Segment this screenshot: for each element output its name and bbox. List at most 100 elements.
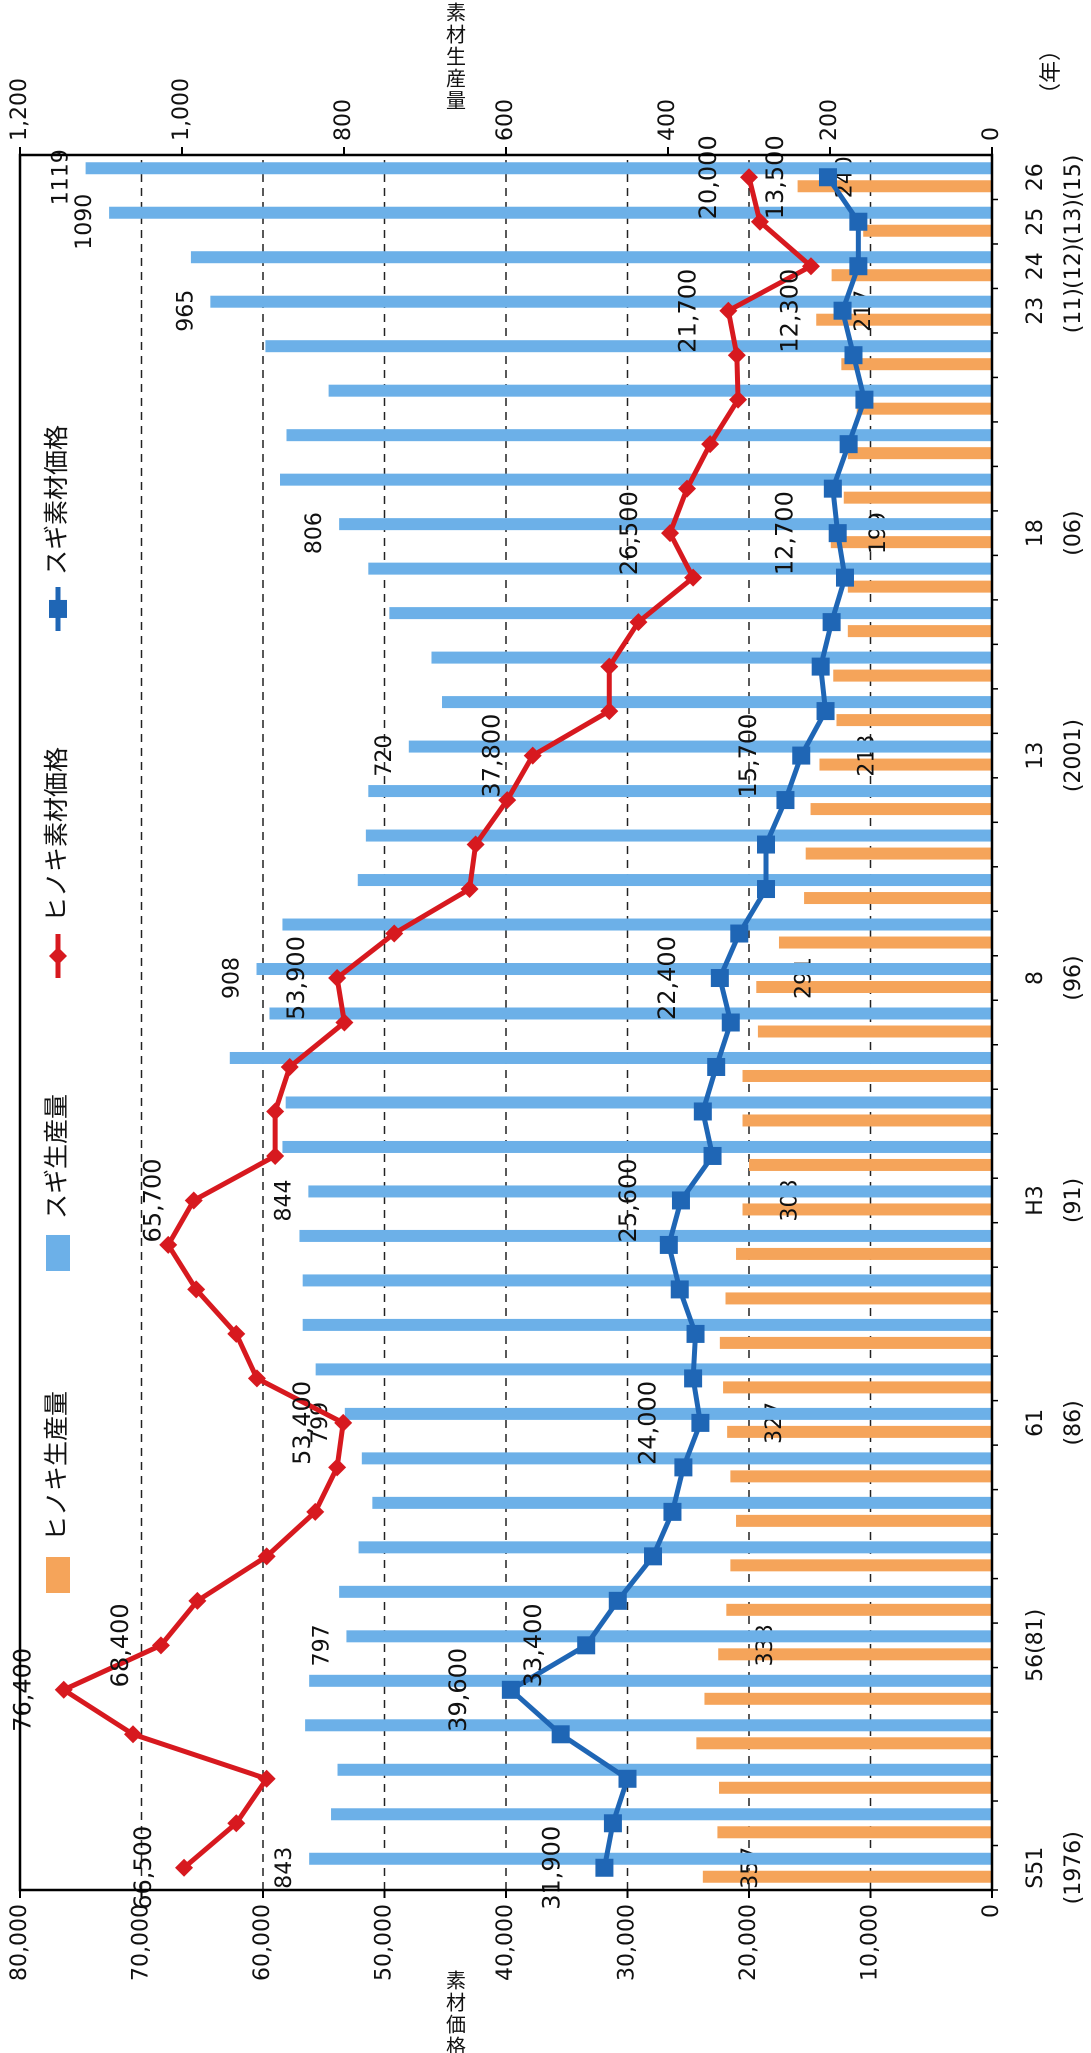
- line-marker: [776, 791, 795, 810]
- bar: [742, 1114, 993, 1127]
- y-tick-label: 70,000: [129, 1904, 154, 1981]
- line-marker: [523, 746, 542, 765]
- bar: [302, 1274, 992, 1287]
- line-marker: [257, 1547, 276, 1566]
- bar-value-label: 844: [271, 1179, 296, 1221]
- line-value-label: 12,300: [776, 269, 804, 353]
- bar: [190, 251, 993, 264]
- x-tick-sublabel: (15): [1061, 155, 1086, 200]
- bar: [847, 580, 992, 593]
- bar: [830, 536, 992, 549]
- y2-tick-label: 200: [817, 99, 842, 141]
- x-tick-sublabel: (96): [1061, 955, 1086, 1000]
- line-value-label: 22,400: [653, 936, 681, 1020]
- y-tick-label: 10,000: [858, 1904, 883, 1981]
- line-value-label: 66,500: [129, 1826, 157, 1910]
- bar: [285, 1096, 992, 1109]
- bar: [302, 1318, 992, 1331]
- bar-value-label: 965: [173, 290, 198, 332]
- line-value-label: 15,700: [734, 714, 762, 798]
- bar: [736, 1247, 992, 1260]
- line-marker: [123, 1725, 142, 1744]
- line-marker: [663, 1502, 682, 1521]
- bar-value-label: 720: [372, 735, 397, 777]
- x-tick-label: 13: [1023, 742, 1048, 770]
- line-marker: [257, 1769, 276, 1788]
- bar: [833, 669, 992, 682]
- bar: [757, 1025, 992, 1038]
- line-marker: [659, 1235, 678, 1254]
- line-marker: [603, 1814, 622, 1833]
- bar: [804, 892, 993, 905]
- line-marker: [686, 1324, 705, 1343]
- x-tick-label: S51: [1023, 1847, 1048, 1889]
- line-marker: [618, 1769, 637, 1788]
- bar: [308, 1185, 992, 1198]
- bar: [344, 1407, 992, 1420]
- bar: [346, 1630, 992, 1643]
- line-marker: [335, 1013, 354, 1032]
- bar: [756, 981, 992, 994]
- bar: [704, 1692, 992, 1705]
- line-marker: [188, 1591, 207, 1610]
- y-tick-label: 40,000: [493, 1904, 518, 1981]
- line-marker: [691, 1413, 710, 1432]
- line-marker: [227, 1324, 246, 1343]
- x-tick-sublabel: (12): [1061, 244, 1086, 289]
- line-marker: [844, 346, 863, 365]
- bar: [280, 473, 992, 486]
- legend-label: スギ生産量: [42, 1094, 71, 1219]
- x-tick-sublabel: (11): [1061, 288, 1086, 333]
- bar: [819, 758, 992, 771]
- line-value-label: 13,500: [761, 135, 789, 219]
- y-tick-label: 50,000: [372, 1904, 397, 1981]
- legend-label: ヒノキ素材価格: [42, 747, 71, 922]
- line-marker: [684, 1369, 703, 1388]
- line-marker: [671, 1191, 690, 1210]
- y2-tick-label: 800: [331, 99, 356, 141]
- bar: [282, 918, 992, 931]
- line-value-label: 53,400: [288, 1381, 316, 1465]
- line-marker: [151, 1636, 170, 1655]
- x-tick-sublabel: (2001): [1061, 719, 1086, 792]
- y-tick-label: 80,000: [7, 1904, 32, 1981]
- bar-value-label: 1119: [49, 149, 74, 205]
- bar: [210, 295, 993, 308]
- line-marker: [498, 791, 517, 810]
- bar: [85, 162, 993, 175]
- line-marker: [159, 1235, 178, 1254]
- line-marker: [678, 479, 697, 498]
- bar: [725, 1292, 992, 1305]
- bar: [742, 1203, 993, 1216]
- bar: [337, 1763, 992, 1776]
- y2-tick-label: 0: [979, 127, 1004, 141]
- bar: [719, 1781, 993, 1794]
- legend-label: スギ素材価格: [42, 425, 71, 575]
- bar: [847, 625, 992, 638]
- bar: [805, 847, 993, 860]
- line-marker: [730, 924, 749, 943]
- y2-tick-label: 600: [493, 99, 518, 141]
- y2-tick-label: 1,000: [169, 78, 194, 141]
- line-marker: [816, 702, 835, 721]
- line-value-label: 20,000: [694, 135, 722, 219]
- x-tick-sublabel: (13): [1061, 199, 1086, 244]
- bar-value-label: 908: [220, 957, 245, 999]
- bar: [696, 1737, 992, 1750]
- bar: [109, 206, 993, 219]
- bar: [717, 1826, 992, 1839]
- line-marker: [757, 880, 776, 899]
- bar: [726, 1603, 992, 1616]
- line-marker: [693, 1102, 712, 1121]
- bar: [730, 1559, 992, 1572]
- line-marker: [608, 1591, 627, 1610]
- bar: [368, 785, 992, 798]
- bar: [719, 1336, 993, 1349]
- bar: [431, 651, 993, 664]
- legend-swatch: [46, 1234, 70, 1271]
- line-marker: [750, 212, 769, 231]
- x-tick-sublabel: (1976): [1061, 1831, 1086, 1904]
- legend-label: ヒノキ生産量: [42, 1391, 71, 1541]
- line-marker: [54, 1680, 73, 1699]
- line-marker: [385, 924, 404, 943]
